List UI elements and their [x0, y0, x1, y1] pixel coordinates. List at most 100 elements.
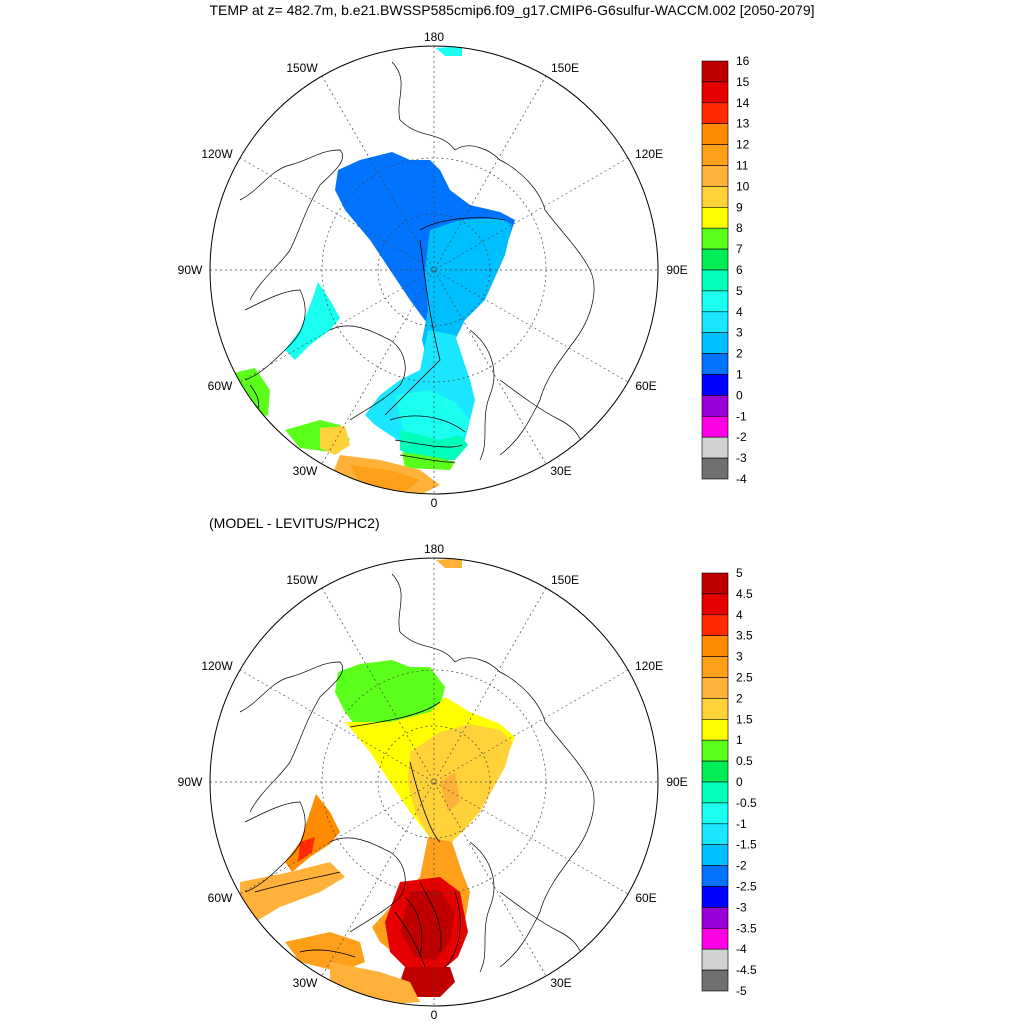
colorbar-swatch	[701, 60, 729, 83]
colorbar-swatch	[701, 823, 729, 845]
colorbar-label: -0.5	[736, 796, 757, 810]
colorbar-label: 15	[736, 75, 750, 89]
colorbar-label: 12	[736, 138, 750, 152]
colorbar-label: 9	[736, 200, 743, 214]
colorbar-label: 7	[736, 242, 743, 256]
longitude-label: 120W	[201, 659, 233, 673]
colorbar-swatch	[701, 227, 729, 250]
norwegian-coast-field	[402, 452, 455, 470]
colorbar-swatch	[701, 656, 729, 678]
longitude-label: 90E	[666, 263, 687, 277]
colorbar-swatch	[701, 248, 729, 271]
colorbar-swatch	[701, 395, 729, 417]
colorbar-label: 5	[736, 284, 743, 298]
colorbar-label: -3.5	[736, 921, 757, 935]
colorbar-swatch	[701, 677, 729, 699]
colorbar-label: 3	[736, 650, 743, 664]
baffin-bay-diff-core	[298, 837, 315, 862]
colorbar-swatch	[701, 865, 729, 887]
baffin-bay-field	[285, 282, 340, 360]
colorbar-swatch	[701, 781, 729, 804]
canada-basin-diff-field	[335, 660, 445, 732]
longitude-label: 60E	[635, 379, 656, 393]
colorbar-swatch	[701, 844, 729, 866]
colorbar-swatch	[701, 572, 729, 595]
colorbar-label: -3	[736, 451, 747, 465]
colorbar-label: -2	[736, 859, 747, 873]
colorbar-swatch	[701, 719, 729, 741]
longitude-label: 180	[424, 542, 444, 556]
longitude-label: 60W	[208, 379, 233, 393]
colorbar-label: -5	[736, 984, 747, 998]
longitude-label: 90W	[178, 775, 203, 789]
longitude-label: 90W	[178, 263, 203, 277]
colorbar-swatch	[701, 415, 729, 438]
colorbar-swatch	[701, 102, 729, 125]
colorbar-swatch	[701, 969, 729, 992]
colorbar-swatch	[701, 144, 729, 166]
norwegian-sea-field	[400, 430, 468, 460]
figure-title: TEMP at z= 482.7m, b.e21.BWSSP585cmip6.f…	[209, 2, 815, 18]
colorbar-swatch	[701, 207, 729, 229]
colorbar-label: 1.5	[736, 712, 753, 726]
colorbar-label: 11	[736, 159, 749, 173]
iceland-basin-field	[320, 426, 350, 455]
colorbar-swatch	[701, 760, 729, 783]
colorbar-label: 0	[736, 775, 743, 789]
colorbar-label: -2	[736, 430, 747, 444]
longitude-label: 120E	[635, 659, 663, 673]
colorbar-label: -1.5	[736, 838, 757, 852]
longitude-label: 60E	[635, 891, 656, 905]
longitude-label: 30E	[550, 976, 571, 990]
colorbar-swatch	[701, 593, 729, 616]
colorbar-swatch	[701, 927, 729, 950]
colorbar-label: 5	[736, 566, 743, 580]
map-boundary	[209, 45, 659, 495]
colorbar-swatch	[701, 614, 729, 637]
irminger-diff-field	[285, 932, 365, 972]
colorbar-swatch	[701, 269, 729, 292]
colorbar-swatch	[701, 436, 729, 459]
colorbar-label: 4.5	[736, 587, 753, 601]
longitude-label: 90E	[666, 775, 687, 789]
baffin-bay-diff-field	[285, 794, 340, 872]
longitude-label: 150E	[551, 573, 579, 587]
colorbar-swatch	[701, 332, 729, 354]
colorbar-swatch	[701, 948, 729, 971]
colorbar-label: 0	[736, 388, 743, 402]
colorbar-swatch	[701, 165, 729, 187]
colorbar-label: 4	[736, 608, 743, 622]
colorbar-swatch	[701, 353, 729, 375]
colorbar-label: 1	[736, 733, 743, 747]
colorbar-label: -1	[736, 409, 747, 423]
longitude-label: 30W	[293, 976, 318, 990]
colorbar-label: 16	[736, 54, 750, 68]
colorbar-swatch	[701, 311, 729, 333]
colorbar-label: -4	[736, 942, 747, 956]
difference-contours	[254, 701, 461, 968]
colorbar-label: -2.5	[736, 880, 757, 894]
colorbar-label: -3	[736, 900, 747, 914]
graticule	[210, 46, 658, 494]
colorbar-label: 10	[736, 179, 750, 193]
colorbar-swatch	[701, 457, 729, 480]
longitude-label: 150W	[286, 61, 318, 75]
colorbar-swatch	[701, 81, 729, 104]
colorbar-label: 3.5	[736, 629, 753, 643]
model-contours	[249, 217, 506, 463]
bering-strait-field	[436, 46, 462, 56]
colorbar-label: 3	[736, 326, 743, 340]
model-field-layer	[225, 46, 515, 494]
colorbar-label: -4	[736, 472, 747, 486]
longitude-label: 0	[431, 1008, 438, 1022]
colorbar-swatch	[701, 698, 729, 720]
colorbar-swatch	[701, 802, 729, 825]
difference-field-layer	[240, 558, 515, 1006]
bering-strait-diff-field	[436, 558, 462, 568]
difference-map-panel: 180 150E 120E 90E 60E 30E 0 30W 60W 90W 120W 150W 5…	[178, 542, 757, 1022]
colorbar-label: 1	[736, 368, 743, 382]
colorbar-swatch	[701, 123, 729, 145]
colorbar-label: 13	[736, 117, 750, 131]
graticule-2	[210, 558, 658, 1006]
